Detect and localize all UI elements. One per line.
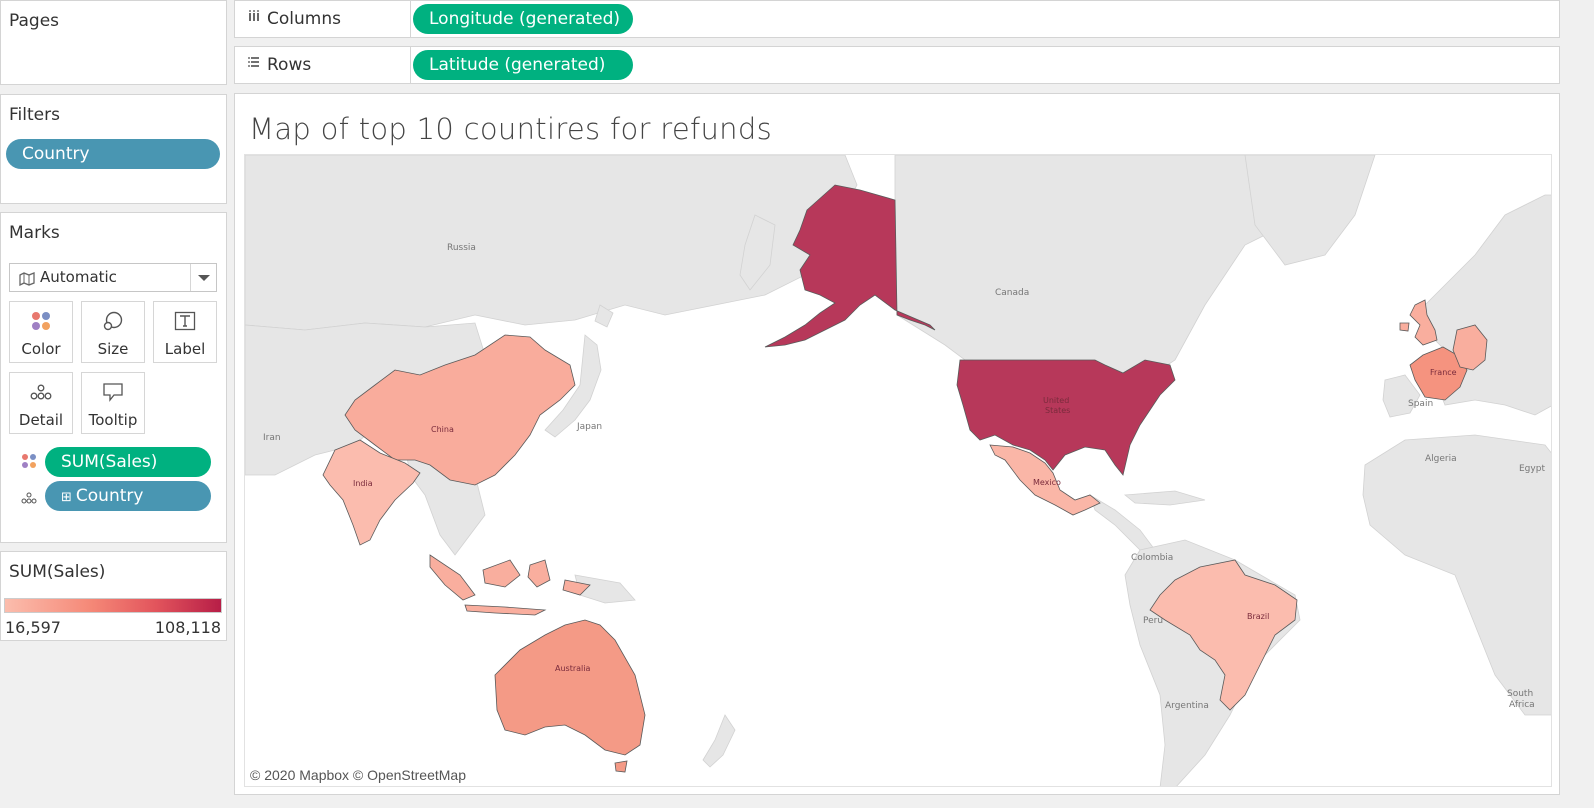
country-india[interactable] [322, 439, 421, 546]
columns-label-text: Columns [267, 9, 341, 29]
legend-min-value: 16,597 [5, 618, 61, 637]
field-pill-country[interactable]: ⊞ Country [45, 481, 211, 511]
map-label-south-africa-1: South [1507, 689, 1533, 699]
country-united-states[interactable] [956, 359, 1176, 476]
mark-type-value: Automatic [40, 268, 117, 286]
country-mexico[interactable] [989, 444, 1101, 516]
country-brazil[interactable] [1149, 559, 1298, 711]
rows-label-text: Rows [267, 55, 312, 75]
detail-encoding-icon [21, 489, 37, 508]
color-label: Color [21, 340, 61, 358]
tooltip-label: Tooltip [88, 411, 138, 429]
speech-bubble-icon [82, 381, 144, 403]
tooltip-button[interactable]: Tooltip [81, 372, 145, 434]
map-attribution: © 2020 Mapbox © OpenStreetMap [250, 767, 466, 783]
filters-card[interactable]: Filters Country [0, 94, 227, 204]
filter-pill-country[interactable]: Country [6, 139, 220, 169]
map-label-brazil: Brazil [1247, 612, 1269, 621]
rows-shelf[interactable]: Rows Latitude (generated) [234, 46, 1560, 84]
filters-title: Filters [9, 105, 60, 125]
map-label-russia: Russia [447, 243, 476, 253]
rows-shelf-label: Rows [243, 47, 411, 83]
columns-shelf-label: Columns [243, 1, 411, 37]
view-card[interactable]: Map of top 10 countires for refunds [234, 93, 1560, 795]
map-label-france: France [1430, 368, 1457, 377]
color-legend-card[interactable]: SUM(Sales) 16,597 108,118 [0, 551, 227, 641]
mark-type-dropdown[interactable]: Automatic [9, 263, 217, 292]
map-label-argentina: Argentina [1165, 701, 1209, 711]
label-button[interactable]: Label [153, 301, 217, 363]
map-label-spain: Spain [1408, 399, 1433, 409]
map-svg[interactable]: Russia Canada Iran Japan Spain Algeria E… [245, 155, 1552, 787]
legend-gradient-bar [4, 598, 222, 613]
country-germany[interactable] [1452, 324, 1488, 371]
detail-label: Detail [18, 411, 64, 429]
size-label: Size [97, 340, 129, 358]
map-label-india: India [353, 479, 373, 488]
map-label-canada: Canada [995, 288, 1029, 298]
country-alaska[interactable] [764, 184, 936, 348]
map-icon [19, 269, 35, 296]
size-circles-icon [82, 310, 144, 332]
detail-button[interactable]: Detail [9, 372, 73, 434]
pages-title: Pages [9, 11, 60, 31]
color-encoding-icon [21, 453, 37, 473]
country-shapes[interactable] [322, 184, 1488, 773]
map-label-egypt: Egypt [1519, 464, 1545, 474]
country-northern-ireland[interactable] [1399, 322, 1410, 332]
size-button[interactable]: Size [81, 301, 145, 363]
color-button[interactable]: Color [9, 301, 73, 363]
field-pill-sum-sales[interactable]: SUM(Sales) [45, 447, 211, 477]
country-indonesia[interactable] [429, 554, 591, 616]
legend-title: SUM(Sales) [9, 562, 106, 582]
field-pill-country-label: Country [75, 486, 144, 506]
pages-card[interactable]: Pages [0, 0, 227, 85]
map-label-australia: Australia [555, 664, 590, 673]
columns-shelf[interactable]: Columns Longitude (generated) [234, 0, 1560, 38]
country-france[interactable] [1409, 346, 1468, 401]
map-label-algeria: Algeria [1425, 454, 1457, 464]
map-label-united-states-2: States [1045, 406, 1070, 415]
country-china[interactable] [344, 334, 576, 486]
country-australia-tasmania[interactable] [614, 760, 628, 773]
map-label-colombia: Colombia [1131, 553, 1173, 563]
columns-icon [243, 1, 265, 37]
expand-plus-icon[interactable]: ⊞ [61, 490, 72, 505]
text-t-icon [154, 310, 216, 332]
columns-pill-longitude[interactable]: Longitude (generated) [413, 4, 633, 34]
detail-dots-icon [10, 381, 72, 403]
view-title: Map of top 10 countires for refunds [249, 112, 772, 146]
country-australia[interactable] [494, 619, 646, 756]
map-label-south-africa-2: Africa [1509, 700, 1535, 710]
map-label-mexico: Mexico [1033, 478, 1061, 487]
map-label-china: China [431, 425, 454, 434]
map-area[interactable]: Russia Canada Iran Japan Spain Algeria E… [244, 154, 1552, 787]
chevron-down-icon[interactable] [190, 264, 216, 291]
rows-icon [243, 47, 265, 83]
map-label-iran: Iran [263, 433, 281, 443]
label-label: Label [164, 340, 206, 358]
marks-card[interactable]: Marks Automatic Color Size Label Detail [0, 212, 227, 543]
map-label-united-states-1: United [1043, 396, 1069, 405]
marks-title: Marks [9, 223, 60, 243]
map-label-japan: Japan [576, 422, 602, 432]
legend-max-value: 108,118 [154, 618, 221, 637]
color-dots-icon [10, 310, 72, 332]
map-label-peru: Peru [1143, 616, 1163, 626]
country-united-kingdom[interactable] [1409, 299, 1438, 346]
rows-pill-latitude[interactable]: Latitude (generated) [413, 50, 633, 80]
